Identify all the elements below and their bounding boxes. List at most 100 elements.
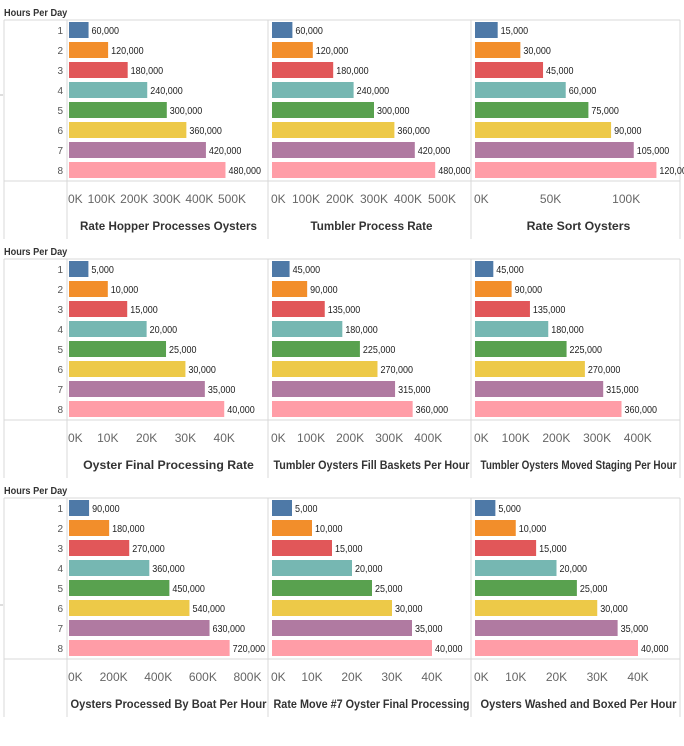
row-header: Hours Per Day (4, 486, 68, 497)
data-label: 300,000 (170, 106, 202, 118)
data-label: 315,000 (398, 385, 430, 397)
bar (69, 640, 230, 656)
bar (272, 500, 292, 516)
category-label: 4 (57, 325, 63, 336)
bar (272, 361, 378, 377)
tick-label: 20K (546, 670, 567, 684)
bar (475, 341, 567, 357)
data-label: 105,000 (637, 146, 669, 158)
tick-label: 400K (185, 192, 213, 206)
tick-label: 20K (136, 431, 157, 445)
bar (272, 142, 415, 158)
bar (69, 361, 186, 377)
data-label: 135,000 (533, 305, 565, 317)
tick-label: 40K (214, 431, 235, 445)
bar (69, 82, 148, 98)
data-label: 225,000 (570, 345, 602, 357)
bar (272, 281, 308, 297)
data-label: 180,000 (112, 524, 144, 536)
data-label: 25,000 (169, 345, 196, 357)
tick-label: 300K (360, 192, 388, 206)
category-label: 6 (57, 126, 63, 137)
data-label: 135,000 (328, 305, 360, 317)
bar (69, 162, 226, 178)
bar (69, 301, 128, 317)
bar (272, 580, 372, 596)
data-label: 10,000 (315, 524, 342, 536)
data-label: 35,000 (415, 624, 442, 636)
bar (272, 540, 332, 556)
tick-label: 50K (540, 192, 561, 206)
data-label: 270,000 (380, 365, 412, 377)
category-label: 1 (57, 26, 63, 37)
bar (272, 341, 360, 357)
data-label: 60,000 (92, 26, 119, 38)
tick-label: 0K (68, 670, 83, 684)
bar (272, 62, 334, 78)
data-label: 720,000 (233, 644, 265, 656)
data-label: 40,000 (641, 644, 668, 656)
tick-label: 10K (97, 431, 118, 445)
bar (475, 540, 537, 556)
category-label: 6 (57, 365, 63, 376)
category-label: 3 (57, 66, 63, 77)
bar (69, 401, 225, 417)
chart-2: 60,000 120,000 180,000 240,000 300,000 360,00… (271, 22, 471, 233)
chart-row-2: Hours Per Day 1 2 3 4 5 6 7 8 5,000 10,000 15,000 20… (3, 247, 681, 478)
tick-label: 500K (428, 192, 456, 206)
data-label: 30,000 (523, 46, 550, 58)
chart-6: 45,000 90,000 135,000 180,000 225,000 270,000… (474, 261, 677, 472)
bar (272, 640, 432, 656)
tick-label: 0K (271, 431, 286, 445)
tick-label: 0K (271, 670, 286, 684)
bar (475, 620, 618, 636)
bar (475, 321, 549, 337)
bar (69, 600, 190, 616)
data-label: 20,000 (355, 564, 382, 576)
chart-title: Oyster Final Processing Rate (83, 458, 254, 472)
bar (475, 162, 657, 178)
chart-title: Oysters Processed By Boat Per Hour (71, 697, 267, 711)
category-label: 7 (57, 385, 63, 396)
chart-title: Rate Hopper Processes Oysters (80, 219, 257, 233)
category-label: 7 (57, 146, 63, 157)
tick-label: 40K (421, 670, 442, 684)
chart-8: 5,000 10,000 15,000 20,000 25,000 30,000 35,00… (271, 500, 470, 711)
bar (272, 261, 290, 277)
bar (69, 142, 206, 158)
data-label: 15,000 (501, 26, 528, 38)
tick-label: 400K (624, 431, 652, 445)
data-label: 45,000 (293, 265, 320, 277)
tick-label: 30K (175, 431, 196, 445)
tick-label: 10K (301, 670, 322, 684)
tick-label: 300K (153, 192, 181, 206)
category-label: 1 (57, 504, 63, 515)
tick-label: 0K (271, 192, 286, 206)
data-label: 20,000 (150, 325, 177, 337)
bar (69, 281, 108, 297)
data-label: 45,000 (496, 265, 523, 277)
bar (475, 62, 544, 78)
bar (475, 102, 589, 118)
tick-label: 100K (612, 192, 640, 206)
bar (272, 102, 374, 118)
data-label: 30,000 (188, 365, 215, 377)
bar (475, 580, 577, 596)
bar (272, 321, 343, 337)
category-label: 4 (57, 86, 63, 97)
bar (475, 82, 566, 98)
chart-3: 15,000 30,000 45,000 60,000 75,000 90,000 105,… (474, 22, 684, 233)
bar (475, 361, 585, 377)
tick-label: 40K (627, 670, 648, 684)
data-label: 10,000 (519, 524, 546, 536)
tick-label: 100K (502, 431, 530, 445)
tick-label: 400K (394, 192, 422, 206)
data-label: 360,000 (397, 126, 429, 138)
data-label: 420,000 (209, 146, 241, 158)
data-label: 35,000 (621, 624, 648, 636)
tick-label: 0K (474, 192, 489, 206)
chart-5: 45,000 90,000 135,000 180,000 225,000 270,000… (271, 261, 470, 472)
data-label: 30,000 (395, 604, 422, 616)
data-label: 75,000 (591, 106, 618, 118)
